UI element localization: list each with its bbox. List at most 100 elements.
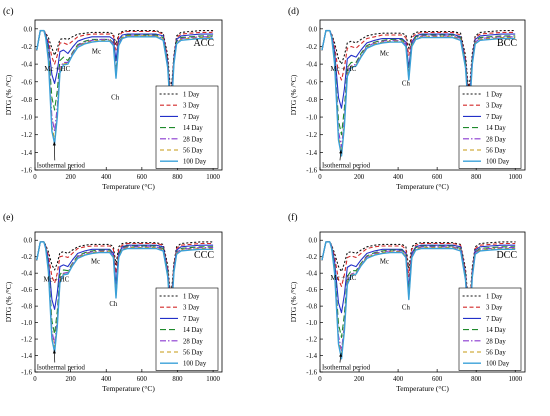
- annotation-label: Isothermal period: [37, 365, 86, 372]
- x-tick-label: 0: [318, 376, 322, 383]
- y-tick-label: -1.2: [21, 132, 32, 139]
- y-tick-label: 0.0: [24, 26, 33, 33]
- annotation-label: Isothermal period: [322, 365, 371, 372]
- x-tick-label: 1000: [508, 376, 522, 383]
- y-tick-label: -0.6: [21, 287, 32, 294]
- series-line-100-day: [321, 241, 516, 360]
- legend-label: 56 Day: [183, 148, 203, 155]
- annotation-arrowhead: [52, 141, 56, 146]
- y-tick-label: -0.4: [21, 271, 32, 278]
- x-tick-label: 0: [33, 174, 37, 181]
- legend-label: 3 Day: [486, 103, 503, 110]
- legend: 1 Day 3 Day 7 Day 14 Day 28 Day 56 Day 100 Day: [458, 85, 522, 169]
- y-axis-label: DTG (% /°C): [289, 74, 298, 115]
- y-tick-label: -1.2: [21, 337, 32, 344]
- x-tick-label: 0: [318, 174, 322, 181]
- legend-label: 3 Day: [183, 103, 200, 110]
- legend-label: 56 Day: [183, 350, 203, 357]
- x-axis-label: Temperature (°C): [396, 384, 449, 393]
- x-axis-label: Temperature (°C): [102, 384, 155, 393]
- legend-label: 3 Day: [183, 305, 200, 312]
- panel-label: (e): [3, 212, 14, 223]
- x-tick-label: 200: [66, 376, 77, 383]
- legend-box: [155, 287, 219, 371]
- plot-frame: [34, 231, 223, 373]
- x-tick-label: 800: [471, 376, 482, 383]
- y-tick-label: -1.0: [21, 320, 32, 327]
- legend-label: 7 Day: [183, 316, 200, 323]
- annotation-label: Mc: [92, 49, 101, 56]
- legend-label: 1 Day: [183, 294, 200, 301]
- y-tick-label: -0.6: [306, 287, 317, 294]
- annotation-label: Mc: [380, 258, 389, 265]
- series-line-100-day: [321, 29, 516, 157]
- x-tick-label: 600: [137, 174, 148, 181]
- y-tick-label: -0.2: [306, 254, 317, 261]
- legend-label: 56 Day: [486, 148, 506, 155]
- x-axis-label: Temperature (°C): [102, 182, 155, 191]
- x-tick-label: 200: [66, 174, 77, 181]
- legend-label: 56 Day: [486, 350, 506, 357]
- y-tick-label: -1.0: [306, 320, 317, 327]
- legend-label: 7 Day: [183, 114, 200, 121]
- y-tick-label: -0.8: [21, 97, 32, 104]
- annotation-label: Mc: [380, 50, 389, 57]
- plot-frame: [319, 231, 526, 373]
- annotation-label: Ch: [402, 304, 411, 311]
- series-group: [36, 241, 214, 353]
- y-tick-label: -1.2: [306, 337, 317, 344]
- y-tick-label: -0.4: [306, 62, 317, 69]
- annotation-label: Ch: [402, 80, 411, 87]
- annotation-label: Ch: [109, 301, 118, 308]
- series-line-3-day: [321, 241, 516, 312]
- series-line-1-day: [36, 241, 214, 296]
- y-tick-label: -1.6: [306, 168, 317, 175]
- y-tick-label: -1.4: [306, 353, 317, 360]
- x-tick-label: 0: [33, 376, 37, 383]
- y-tick-label: -1.4: [21, 150, 32, 157]
- y-tick-label: -1.6: [21, 168, 32, 175]
- legend-box: [155, 85, 219, 169]
- y-tick-label: -0.8: [306, 304, 317, 311]
- legend: 1 Day 3 Day 7 Day 14 Day 28 Day 56 Day 100 Day: [155, 287, 219, 371]
- y-tick-label: -0.2: [21, 44, 32, 51]
- x-tick-label: 1000: [508, 174, 522, 181]
- dtg-panel: (f) 0.0 -0.2 -0.4 -0.6 -0.8 -1.0 -1.2 -1.4 -1.60 2…: [288, 212, 526, 393]
- series-line-1-day: [321, 241, 516, 307]
- y-axis-label: DTG (% /°C): [4, 281, 13, 322]
- x-tick-label: 800: [471, 174, 482, 181]
- y-tick-label: -0.4: [21, 62, 32, 69]
- dtg-panel: (d) 0.0 -0.2 -0.4 -0.6 -0.8 -1.0 -1.2 -1.4 -1.60 2…: [288, 6, 526, 191]
- legend-label: 100 Day: [486, 361, 510, 368]
- legend-label: 14 Day: [183, 327, 203, 334]
- legend-label: 100 Day: [486, 159, 510, 166]
- y-tick-label: -1.0: [306, 115, 317, 122]
- x-tick-label: 200: [354, 376, 365, 383]
- y-axis-label: DTG (% /°C): [4, 74, 13, 115]
- legend-label: 1 Day: [183, 92, 200, 99]
- y-tick-label: -0.8: [21, 304, 32, 311]
- chart-title: BCC: [497, 38, 517, 49]
- dtg-panel: (e) 0.0 -0.2 -0.4 -0.6 -0.8 -1.0 -1.2 -1.4 -1.60 2…: [3, 212, 223, 393]
- y-tick-label: -1.4: [306, 150, 317, 157]
- y-tick-label: -1.4: [21, 353, 32, 360]
- legend-label: 28 Day: [486, 338, 506, 345]
- y-tick-label: -1.6: [306, 370, 317, 377]
- legend-box: [458, 85, 522, 169]
- legend-label: 7 Day: [486, 316, 503, 323]
- legend: 1 Day 3 Day 7 Day 14 Day 28 Day 56 Day 100 Day: [155, 85, 219, 169]
- y-tick-label: -0.6: [306, 79, 317, 86]
- annotation-label: Ch: [111, 94, 120, 101]
- y-tick-label: -0.2: [306, 44, 317, 51]
- x-tick-label: 600: [432, 174, 443, 181]
- legend-label: 1 Day: [486, 294, 503, 301]
- annotation-label: Isothermal period: [37, 162, 86, 169]
- y-tick-label: -1.0: [21, 115, 32, 122]
- x-tick-label: 1000: [206, 376, 220, 383]
- y-tick-label: -1.6: [21, 370, 32, 377]
- annotation-label: Isothermal period: [322, 162, 371, 169]
- x-axis-label: Temperature (°C): [396, 182, 449, 191]
- legend-label: 100 Day: [183, 159, 207, 166]
- legend-label: 3 Day: [486, 305, 503, 312]
